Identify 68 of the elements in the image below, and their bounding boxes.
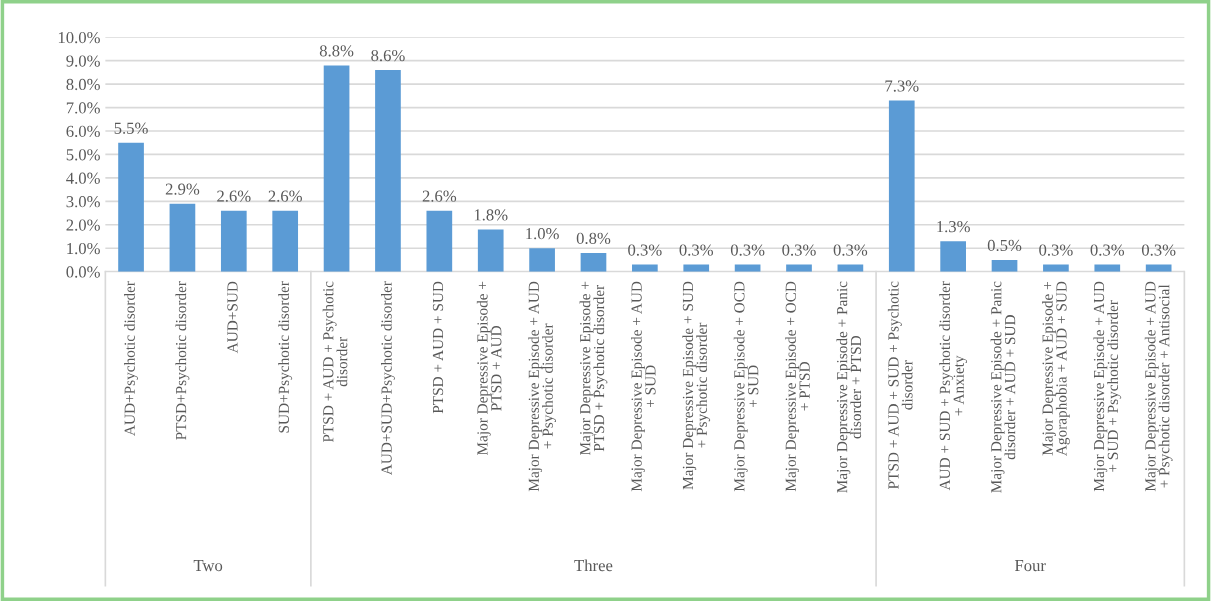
bar	[323, 65, 350, 272]
x-tick-label: Major Depressive Episode + SUD + Psychotic disorder	[682, 281, 711, 490]
y-tick-label: 0.0%	[66, 266, 100, 278]
data-label: 8.8%	[319, 45, 354, 57]
x-tick-label: AUD+Psychotic disorder	[124, 281, 138, 436]
x-tick-label: PTSD + AUD + Psychotic disorder	[322, 281, 348, 443]
data-label: 1.0%	[526, 228, 559, 240]
x-tick-label: Major Depressive Episode + PTSD + Psychotic disorder	[579, 281, 608, 456]
bar	[169, 203, 196, 272]
bar	[991, 259, 1018, 272]
y-tick-label: 3.0%	[66, 196, 100, 208]
text: Four	[1014, 560, 1046, 572]
data-label: 0.3%	[1090, 244, 1125, 256]
y-tick-label: 6.0%	[66, 125, 100, 138]
bar	[477, 229, 504, 272]
data-label: 0.3%	[782, 244, 816, 256]
data-label: 0.3%	[628, 244, 662, 256]
data-label: 7.3%	[885, 80, 919, 92]
bar	[272, 210, 299, 272]
x-tick-label: PTSD + AUD + SUD	[432, 281, 444, 414]
data-label: 2.6%	[217, 190, 251, 202]
x-tick-label: Major Depressive Episode + Panic disorder + AUD + SUD	[990, 281, 1016, 493]
data-label: 0.3%	[833, 244, 868, 256]
data-label: 0.3%	[1039, 244, 1073, 256]
y-tick-label: 5.0%	[66, 149, 100, 161]
bar	[118, 142, 144, 272]
x-tick-label: AUD + SUD + Psychotic disorder + Anxiety	[939, 281, 968, 491]
y-tick-label: 10.0%	[58, 31, 100, 44]
x-tick-label: SUD+Psychotic disorder	[278, 281, 293, 433]
x-tick-label: Major Depressive Episode + Panic disorder + PTSD	[836, 281, 862, 493]
data-label: 0.8%	[576, 232, 611, 245]
x-tick-label: Major Depressive Episode + AUD + Psychotic disorder + Antisocial	[1144, 281, 1173, 492]
data-label: 2.9%	[165, 183, 200, 195]
bar	[580, 252, 607, 272]
text: Two	[193, 560, 223, 572]
data-label: 2.6%	[422, 190, 457, 202]
x-tick-label: Major Depressive Episode + AUD + Psychotic disorder	[528, 281, 556, 492]
bar	[220, 210, 247, 272]
data-label: 0.3%	[1141, 244, 1176, 256]
y-tick-label: 8.0%	[66, 78, 100, 91]
y-tick-label: 4.0%	[66, 172, 100, 184]
data-label: 0.3%	[730, 244, 765, 256]
x-tick-label: PTSD + AUD + SUD + Psychotic disorder	[887, 281, 913, 489]
bar	[375, 70, 401, 272]
x-tick-label: Major Depressive Episode + OCD + PTSD	[785, 281, 810, 492]
x-tick-label: Major Depressive Episode + Agoraphobia + AUD + SUD	[1042, 281, 1070, 456]
y-tick-label: 2.0%	[66, 219, 100, 231]
data-label: 8.6%	[371, 49, 405, 62]
data-label: 1.3%	[937, 220, 970, 233]
data-label: 1.8%	[474, 209, 508, 221]
bar	[940, 241, 966, 272]
data-label: 5.5%	[114, 122, 148, 134]
data-label: 0.3%	[679, 244, 714, 256]
bar	[529, 248, 555, 272]
data-label: 2.6%	[268, 190, 302, 202]
x-tick-label: AUD+SUD	[227, 281, 238, 354]
data-label: 0.5%	[987, 239, 1022, 252]
y-tick-label: 7.0%	[66, 102, 100, 114]
x-tick-label: Major Depressive Episode + AUD + SUD	[631, 281, 656, 492]
x-tick-label: PTSD+Psychotic disorder	[175, 281, 190, 440]
x-tick-label: Major Depressive Episode + PTSD + AUD	[476, 281, 502, 456]
bar	[888, 100, 915, 272]
y-tick-label: 9.0%	[66, 55, 100, 67]
y-tick-label: 1.0%	[67, 242, 100, 255]
text: Three	[574, 559, 613, 572]
x-tick-label: Major Depressive Episode + OCD + SUD	[733, 281, 759, 492]
bar	[426, 210, 453, 272]
x-tick-label: AUD+SUD+Psychotic disorder	[381, 281, 395, 476]
